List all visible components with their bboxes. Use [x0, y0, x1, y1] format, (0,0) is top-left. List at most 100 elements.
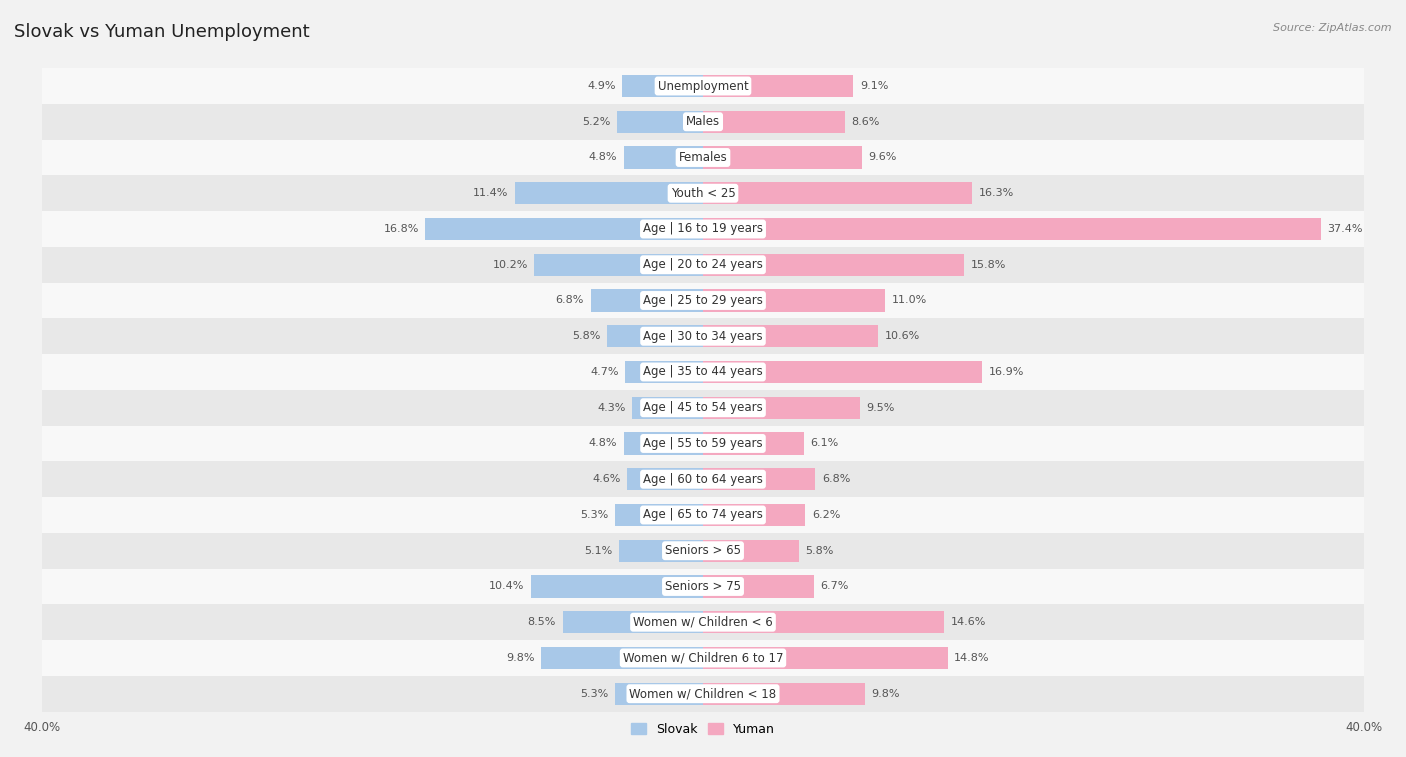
Text: 8.6%: 8.6%	[852, 117, 880, 126]
Text: 5.8%: 5.8%	[806, 546, 834, 556]
Bar	[703, 468, 815, 491]
Text: 16.3%: 16.3%	[979, 188, 1014, 198]
Bar	[627, 468, 703, 491]
Text: 15.8%: 15.8%	[970, 260, 1007, 269]
Bar	[703, 397, 860, 419]
Text: Age | 20 to 24 years: Age | 20 to 24 years	[643, 258, 763, 271]
Text: Women w/ Children 6 to 17: Women w/ Children 6 to 17	[623, 652, 783, 665]
Bar	[42, 211, 1364, 247]
Bar	[703, 432, 804, 454]
Text: 10.2%: 10.2%	[492, 260, 527, 269]
Text: 5.1%: 5.1%	[583, 546, 612, 556]
Bar	[42, 604, 1364, 640]
Text: Age | 35 to 44 years: Age | 35 to 44 years	[643, 366, 763, 378]
Bar	[631, 397, 703, 419]
Bar	[426, 218, 703, 240]
Bar	[616, 504, 703, 526]
Bar	[42, 461, 1364, 497]
Bar	[703, 326, 879, 347]
Text: Age | 60 to 64 years: Age | 60 to 64 years	[643, 472, 763, 486]
Text: 9.1%: 9.1%	[860, 81, 889, 91]
Text: 5.2%: 5.2%	[582, 117, 610, 126]
Bar	[541, 647, 703, 669]
Bar	[591, 289, 703, 312]
Text: Slovak vs Yuman Unemployment: Slovak vs Yuman Unemployment	[14, 23, 309, 41]
Bar	[42, 176, 1364, 211]
Bar	[624, 432, 703, 454]
Bar	[42, 676, 1364, 712]
Text: Seniors > 75: Seniors > 75	[665, 580, 741, 593]
Text: Age | 30 to 34 years: Age | 30 to 34 years	[643, 330, 763, 343]
Bar	[42, 497, 1364, 533]
Bar	[703, 361, 983, 383]
Text: 4.9%: 4.9%	[586, 81, 616, 91]
Bar	[42, 104, 1364, 139]
Text: 5.3%: 5.3%	[581, 689, 609, 699]
Text: Females: Females	[679, 151, 727, 164]
Text: 5.3%: 5.3%	[581, 510, 609, 520]
Text: 8.5%: 8.5%	[527, 617, 555, 628]
Text: 16.8%: 16.8%	[384, 224, 419, 234]
Bar	[617, 111, 703, 132]
Text: 11.4%: 11.4%	[472, 188, 508, 198]
Text: Males: Males	[686, 115, 720, 128]
Text: 6.1%: 6.1%	[810, 438, 838, 448]
Bar	[616, 683, 703, 705]
Bar	[531, 575, 703, 597]
Text: Age | 25 to 29 years: Age | 25 to 29 years	[643, 294, 763, 307]
Bar	[703, 540, 799, 562]
Bar	[42, 319, 1364, 354]
Text: Seniors > 65: Seniors > 65	[665, 544, 741, 557]
Text: Age | 16 to 19 years: Age | 16 to 19 years	[643, 223, 763, 235]
Bar	[703, 218, 1320, 240]
Text: 4.7%: 4.7%	[591, 367, 619, 377]
Bar	[624, 146, 703, 169]
Bar	[703, 611, 945, 634]
Bar	[703, 146, 862, 169]
Text: 4.8%: 4.8%	[589, 438, 617, 448]
Bar	[42, 640, 1364, 676]
Bar	[703, 504, 806, 526]
Bar	[42, 569, 1364, 604]
Text: 6.8%: 6.8%	[823, 474, 851, 484]
Text: 11.0%: 11.0%	[891, 295, 927, 306]
Text: 6.8%: 6.8%	[555, 295, 583, 306]
Text: Age | 65 to 74 years: Age | 65 to 74 years	[643, 509, 763, 522]
Text: 4.6%: 4.6%	[592, 474, 620, 484]
Text: Youth < 25: Youth < 25	[671, 187, 735, 200]
Text: Unemployment: Unemployment	[658, 79, 748, 92]
Bar	[621, 75, 703, 97]
Text: Women w/ Children < 18: Women w/ Children < 18	[630, 687, 776, 700]
Bar	[703, 647, 948, 669]
Bar	[703, 254, 965, 276]
Bar	[703, 289, 884, 312]
Bar	[42, 282, 1364, 319]
Text: 14.6%: 14.6%	[950, 617, 986, 628]
Text: 37.4%: 37.4%	[1327, 224, 1362, 234]
Text: 9.6%: 9.6%	[868, 152, 897, 163]
Text: 9.5%: 9.5%	[866, 403, 896, 413]
Text: 6.2%: 6.2%	[813, 510, 841, 520]
Text: Age | 55 to 59 years: Age | 55 to 59 years	[643, 437, 763, 450]
Bar	[42, 68, 1364, 104]
Bar	[703, 75, 853, 97]
Bar	[607, 326, 703, 347]
Bar	[515, 182, 703, 204]
Text: Age | 45 to 54 years: Age | 45 to 54 years	[643, 401, 763, 414]
Text: 14.8%: 14.8%	[955, 653, 990, 663]
Text: 5.8%: 5.8%	[572, 332, 600, 341]
Bar	[534, 254, 703, 276]
Bar	[562, 611, 703, 634]
Text: 4.3%: 4.3%	[598, 403, 626, 413]
Text: 10.6%: 10.6%	[884, 332, 920, 341]
Bar	[42, 354, 1364, 390]
Text: 9.8%: 9.8%	[872, 689, 900, 699]
Bar	[703, 182, 973, 204]
Bar	[619, 540, 703, 562]
Bar	[42, 425, 1364, 461]
Bar	[42, 139, 1364, 176]
Text: 9.8%: 9.8%	[506, 653, 534, 663]
Bar	[42, 533, 1364, 569]
Text: 16.9%: 16.9%	[988, 367, 1024, 377]
Text: Source: ZipAtlas.com: Source: ZipAtlas.com	[1274, 23, 1392, 33]
